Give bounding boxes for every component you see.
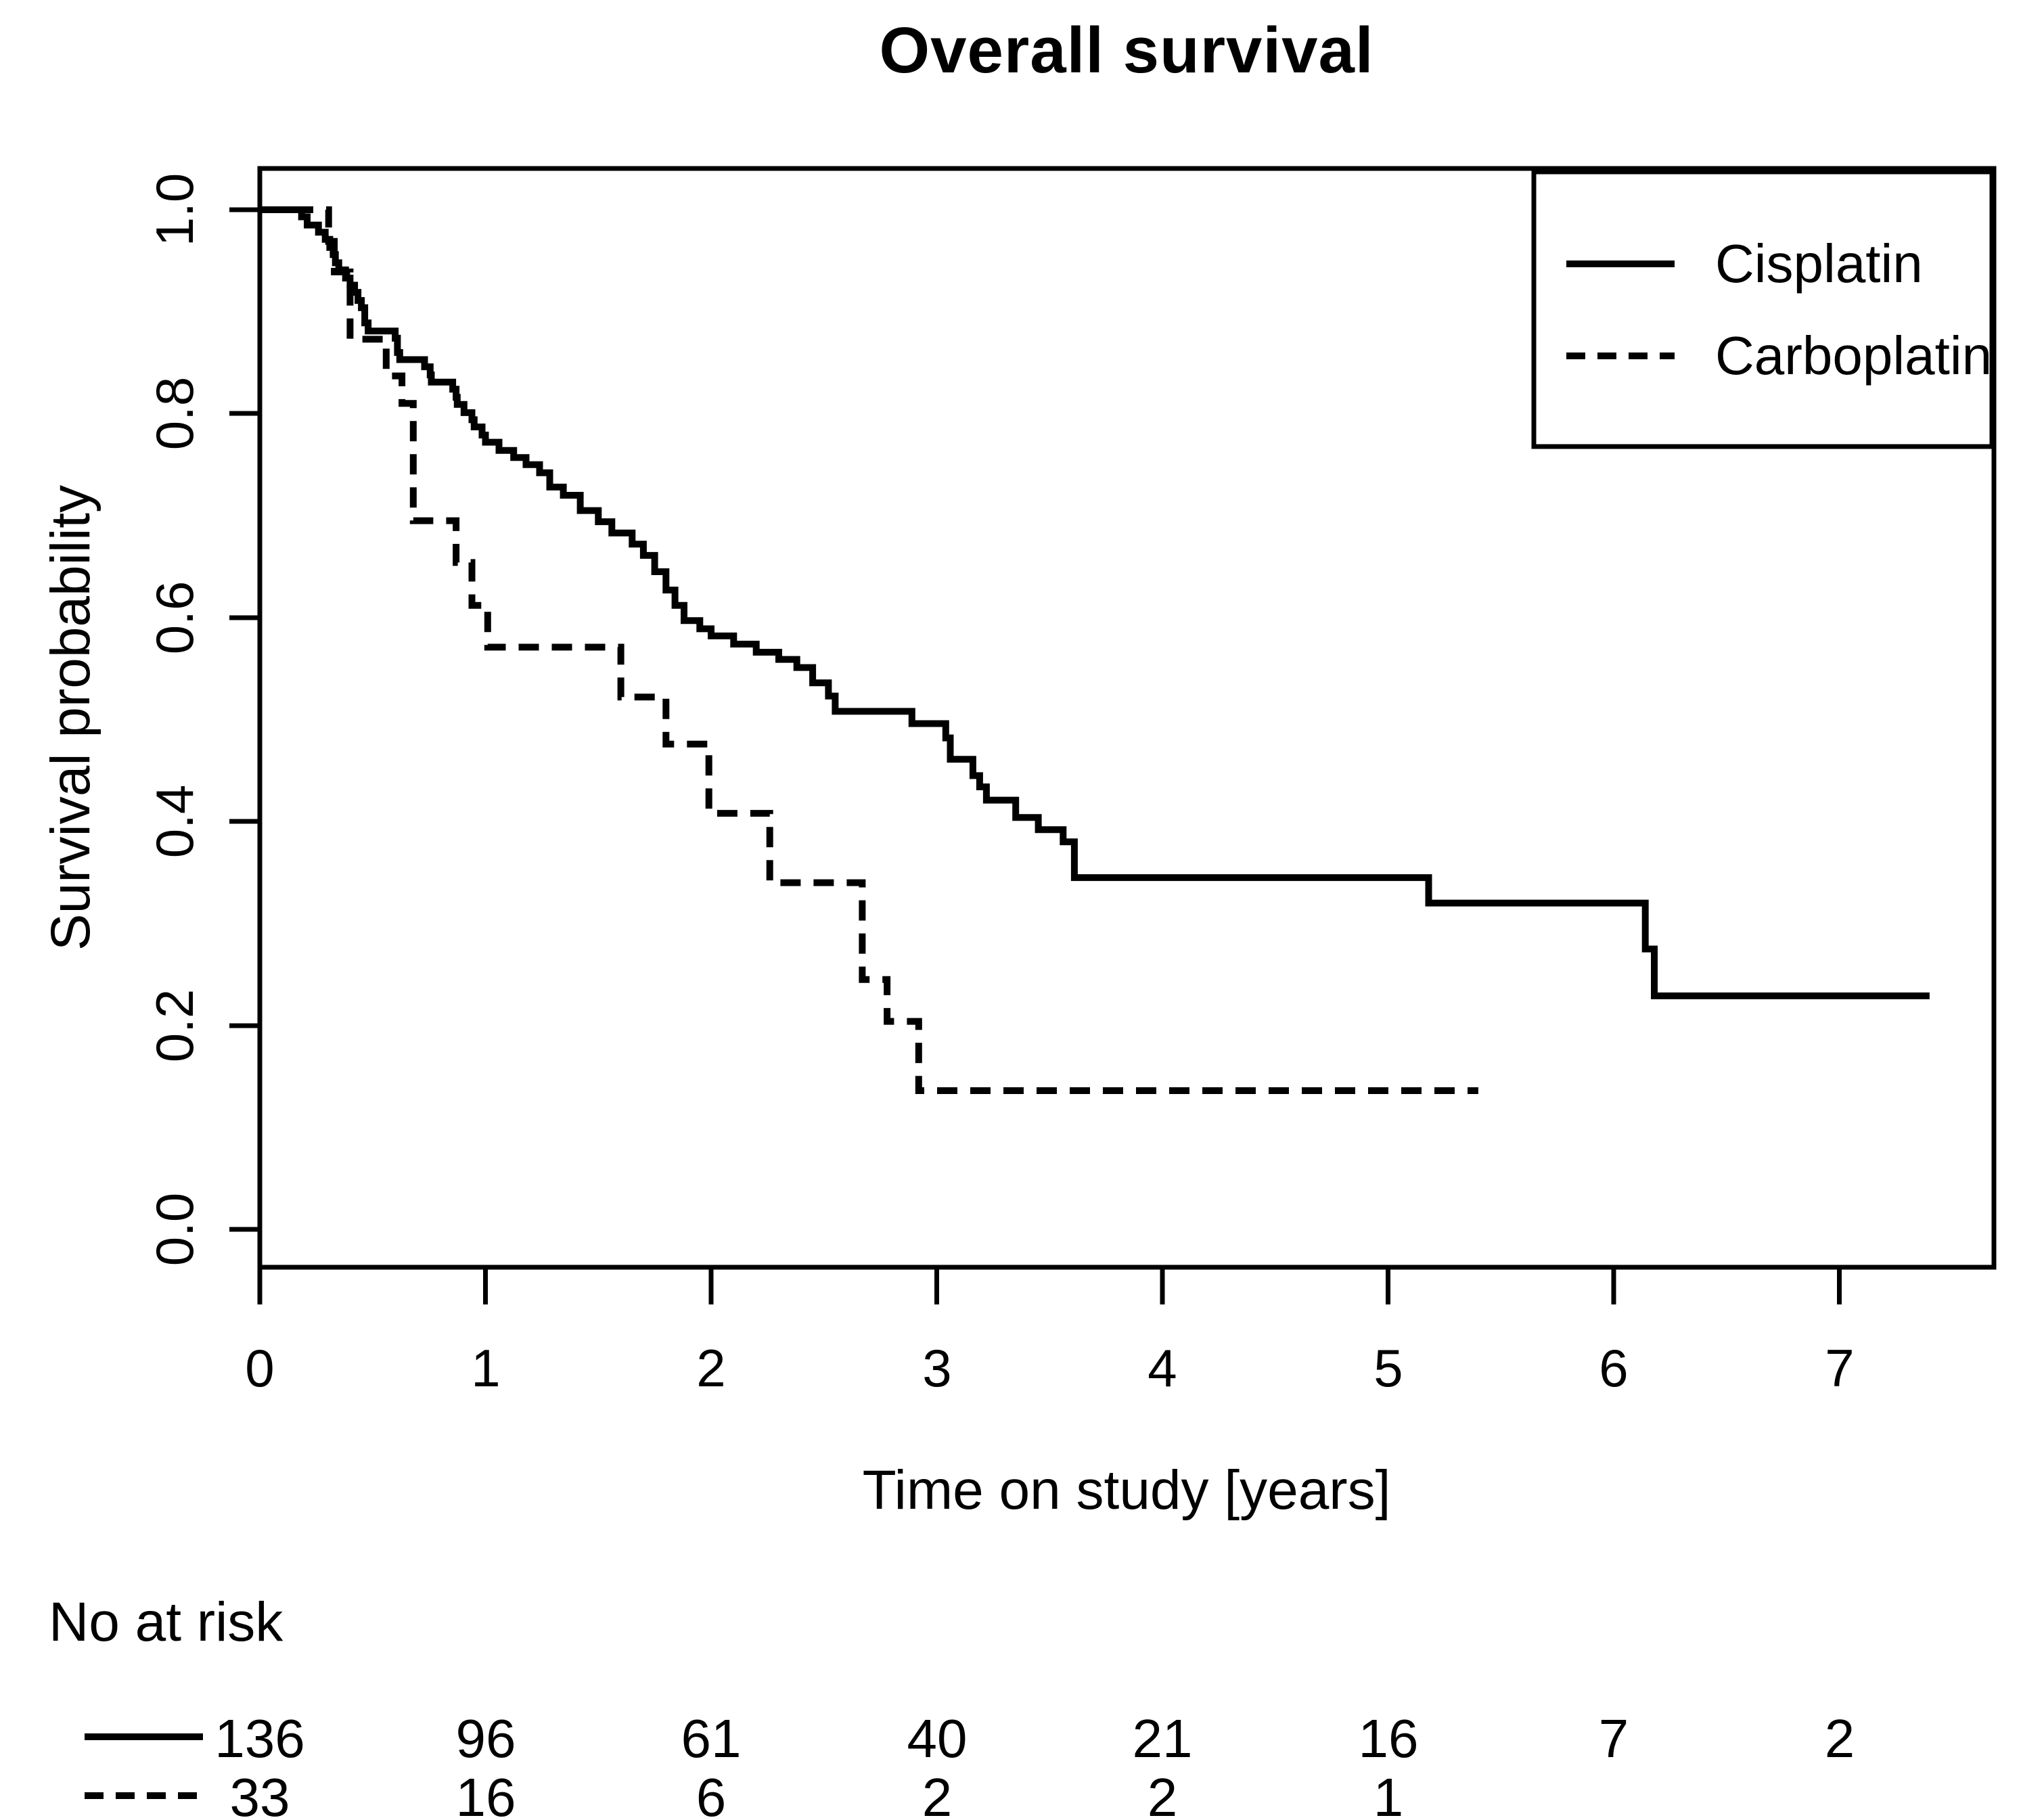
risk-count-cisplatin-0: 136 bbox=[214, 1708, 305, 1769]
y-tick-label-0.4: 0.4 bbox=[144, 784, 204, 859]
plot-box bbox=[257, 166, 1997, 1270]
x-tick-label-7: 7 bbox=[1825, 1338, 1855, 1398]
risk-count-carboplatin-5: 1 bbox=[1373, 1767, 1404, 1820]
y-tick-label-1.0: 1.0 bbox=[144, 173, 204, 247]
y-axis-title: Survival probability bbox=[40, 484, 101, 951]
risk-count-cisplatin-5: 16 bbox=[1358, 1708, 1419, 1769]
risk-count-carboplatin-2: 6 bbox=[696, 1767, 727, 1820]
risk-count-cisplatin-7: 2 bbox=[1824, 1708, 1855, 1769]
risk-table-header: No at risk bbox=[49, 1591, 283, 1653]
x-tick-label-1: 1 bbox=[471, 1338, 501, 1398]
y-tick-label-0.6: 0.6 bbox=[144, 581, 204, 655]
x-tick-label-3: 3 bbox=[922, 1338, 952, 1398]
risk-count-cisplatin-6: 7 bbox=[1598, 1708, 1629, 1769]
chart-title: Overall survival bbox=[879, 14, 1374, 87]
legend-label-cisplatin: Cisplatin bbox=[1715, 233, 1923, 294]
risk-count-cisplatin-2: 61 bbox=[681, 1708, 742, 1769]
risk-count-cisplatin-3: 40 bbox=[907, 1708, 968, 1769]
y-tick-label-0.2: 0.2 bbox=[144, 988, 204, 1063]
x-tick-label-0: 0 bbox=[245, 1338, 275, 1398]
risk-count-carboplatin-4: 2 bbox=[1147, 1767, 1178, 1820]
x-axis-title: Time on study [years] bbox=[862, 1459, 1391, 1521]
y-tick-label-0.0: 0.0 bbox=[144, 1192, 204, 1267]
curve-dashed bbox=[260, 206, 1478, 1094]
risk-count-cisplatin-1: 96 bbox=[455, 1708, 516, 1769]
curve-solid bbox=[260, 206, 1930, 999]
legend-box bbox=[1531, 169, 1995, 449]
x-tick-label-2: 2 bbox=[696, 1338, 726, 1398]
risk-count-cisplatin-4: 21 bbox=[1132, 1708, 1193, 1769]
risk-count-carboplatin-0: 33 bbox=[229, 1767, 290, 1820]
x-axis-ticks bbox=[257, 1267, 1842, 1304]
x-tick-label-4: 4 bbox=[1148, 1338, 1177, 1398]
x-tick-label-6: 6 bbox=[1599, 1338, 1629, 1398]
risk-count-carboplatin-1: 16 bbox=[455, 1767, 516, 1820]
y-tick-label-0.8: 0.8 bbox=[144, 376, 204, 451]
x-tick-label-5: 5 bbox=[1373, 1338, 1403, 1398]
y-axis-ticks bbox=[229, 207, 260, 1232]
legend-label-carboplatin: Carboplatin bbox=[1715, 325, 1993, 386]
risk-count-carboplatin-3: 2 bbox=[922, 1767, 953, 1820]
